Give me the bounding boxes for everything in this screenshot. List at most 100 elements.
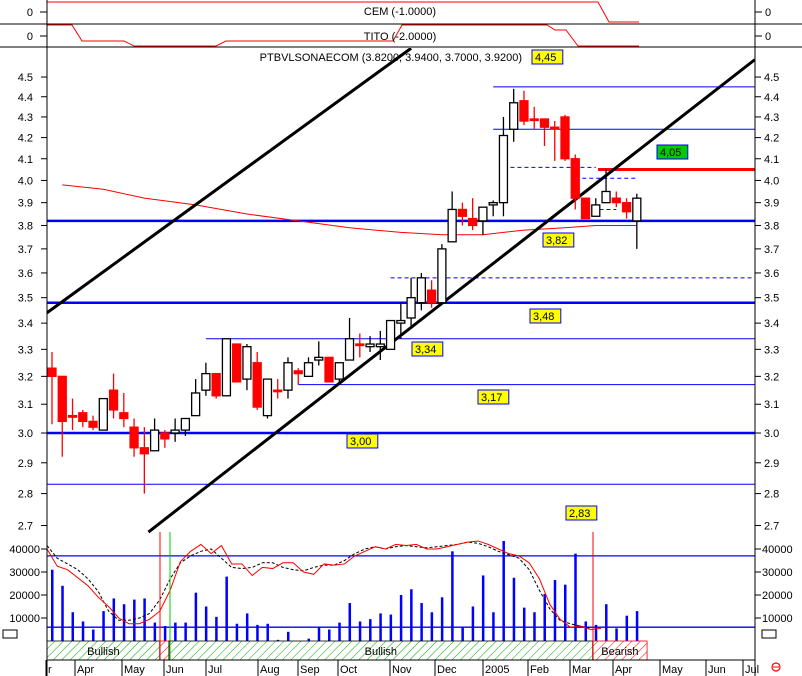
y-tick-label: 4.4 [18, 92, 33, 104]
volume-bar [266, 623, 269, 641]
candle-body [273, 389, 283, 393]
tito-axis-left: 0 [27, 31, 33, 43]
candle [201, 362, 211, 396]
cem-axis-left: 0 [27, 7, 33, 19]
y-tick-label: 4.0 [18, 175, 33, 187]
candle-body [160, 432, 170, 440]
candle [47, 352, 57, 425]
vol-tick-label: 30000 [9, 567, 40, 579]
volume-bar [594, 624, 598, 641]
candle [283, 357, 293, 399]
x-tick-label: May [662, 664, 683, 676]
x-tick-label: 2005 [485, 664, 509, 676]
y-tick-label-right: 2.7 [764, 521, 779, 533]
candle-body [426, 289, 437, 304]
candle [119, 392, 129, 428]
volume-bar [92, 629, 95, 641]
candle [488, 200, 498, 217]
candle [447, 191, 457, 243]
volume-bar [122, 604, 126, 641]
volume-bar [440, 597, 444, 641]
volume-bar [574, 553, 577, 641]
candle-body [293, 370, 303, 375]
x-tick-label: Jun [166, 664, 184, 676]
x-tick-label: Apr [615, 664, 632, 676]
y-tick-label: 3.4 [18, 318, 33, 330]
candle-body [119, 412, 129, 420]
candle [365, 336, 375, 353]
level-label-box [346, 433, 379, 449]
price-panel: 4,45 3,82 3,48 3,34 3,17 3,00 2,83 4,05 [47, 48, 755, 534]
y-tick-label: 3.6 [18, 268, 33, 280]
level-label: 3,00 [350, 436, 371, 448]
candle [160, 430, 170, 448]
candle [426, 280, 437, 308]
candle-body [406, 297, 416, 319]
chart-title: PTBVLSONAECOM (3.8200, 3.9400, 3.7000, 3… [260, 52, 522, 64]
volume-bar [81, 621, 85, 641]
vol-tick-label-right: 40000 [762, 544, 793, 556]
level-label-box [529, 308, 562, 324]
y-tick-label-right: 4.5 [764, 72, 779, 84]
y-tick-label-right: 4.2 [764, 133, 779, 145]
candle-body [108, 389, 119, 411]
signal-band [159, 640, 170, 661]
candle-body [611, 197, 621, 204]
candle-body [468, 217, 478, 227]
candle-body [560, 116, 570, 160]
volume-bar [502, 540, 505, 641]
signal-label: Bullish [365, 646, 397, 658]
candle-body [375, 343, 385, 348]
volume-bar [328, 629, 331, 641]
candle [88, 415, 98, 431]
y-tick-label: 4.3 [18, 112, 33, 124]
candle [509, 88, 519, 142]
vol-tick-label-right: 20000 [762, 590, 793, 602]
candle-body [416, 277, 427, 304]
volume-bar [204, 606, 208, 641]
candle-body [632, 197, 642, 222]
volume-bar [163, 626, 167, 641]
x-tick-label: Sep [300, 664, 320, 676]
candle [621, 198, 632, 219]
level-label: 4,45 [535, 52, 556, 64]
candle-body [149, 429, 160, 452]
level-label-box [542, 232, 575, 248]
candle [611, 191, 621, 208]
y-tick-label-right: 3.0 [764, 428, 779, 440]
volume-panel: Bullish Bullish Bearish [46, 532, 755, 661]
candle [570, 154, 580, 210]
y-tick-label: 3.8 [18, 220, 33, 232]
volume-bar [481, 575, 485, 641]
candle [170, 418, 180, 442]
candle-body [478, 206, 488, 222]
candle [190, 379, 201, 417]
candle [406, 277, 416, 329]
candle-body [550, 126, 560, 130]
x-tick-label: Dec [437, 664, 457, 676]
candle [221, 338, 232, 397]
candle [139, 427, 149, 494]
cem-label: CEM (-1.0000) [364, 6, 436, 18]
candle-body [488, 202, 498, 206]
close-chart-icon[interactable] [771, 662, 781, 672]
candle-body [324, 356, 334, 383]
y-tick-label: 3.5 [18, 293, 33, 305]
candle-body [365, 343, 375, 348]
y-tick-label-right: 3.8 [764, 220, 779, 232]
y-tick-label: 2.9 [18, 458, 33, 470]
vol-tick-label: 10000 [9, 613, 40, 625]
y-tick-label-right: 4.1 [764, 154, 779, 166]
x-tick-label: Mar [572, 664, 591, 676]
y-tick-label: 4.2 [18, 133, 33, 145]
candle [457, 202, 468, 226]
volume-bar [286, 631, 290, 641]
tito-label: TITO (-2.0000) [364, 31, 437, 43]
candle-body [88, 420, 98, 428]
candle-body [98, 397, 108, 431]
candle [375, 330, 385, 361]
candle-body [509, 102, 519, 130]
candle-body [47, 367, 57, 378]
candle [211, 372, 221, 399]
